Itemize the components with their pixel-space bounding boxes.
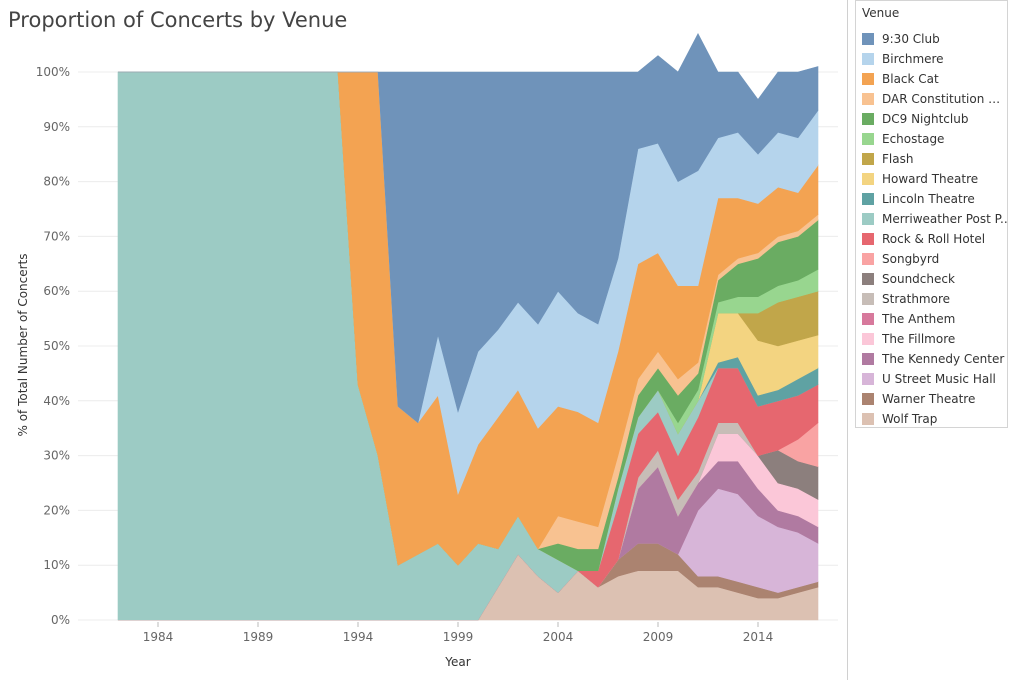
legend-item[interactable]: Wolf Trap <box>856 409 1009 429</box>
legend-label: DC9 Nightclub <box>882 112 969 126</box>
y-tick-label: 60% <box>43 284 70 298</box>
legend-label: Warner Theatre <box>882 392 976 406</box>
y-axis-title: % of Total Number of Concerts <box>16 253 30 436</box>
legend-swatch <box>862 253 874 265</box>
legend-label: Wolf Trap <box>882 412 938 426</box>
legend-item[interactable]: DC9 Nightclub <box>856 109 1009 129</box>
y-tick-label: 0% <box>51 613 70 627</box>
y-tick-label: 40% <box>43 394 70 408</box>
legend-swatch <box>862 333 874 345</box>
legend-item[interactable]: 9:30 Club <box>856 29 1009 49</box>
y-tick-label: 80% <box>43 175 70 189</box>
legend-item[interactable]: Lincoln Theatre <box>856 189 1009 209</box>
legend-label: The Kennedy Center <box>882 352 1005 366</box>
legend-item[interactable]: Strathmore <box>856 289 1009 309</box>
x-tick-label: 2004 <box>543 630 574 644</box>
legend-item[interactable]: Birchmere <box>856 49 1009 69</box>
y-tick-label: 50% <box>43 339 70 353</box>
legend-label: Rock & Roll Hotel <box>882 232 986 246</box>
legend-label: 9:30 Club <box>882 32 940 46</box>
legend-swatch <box>862 133 874 145</box>
stacked-areas[interactable] <box>117 32 819 621</box>
x-axis-title: Year <box>444 655 470 669</box>
legend-swatch <box>862 33 874 45</box>
y-tick-label: 20% <box>43 503 70 517</box>
x-tick-label: 1989 <box>243 630 274 644</box>
legend-item[interactable]: Howard Theatre <box>856 169 1009 189</box>
legend-item[interactable]: The Kennedy Center <box>856 349 1009 369</box>
legend-swatch <box>862 353 874 365</box>
legend-item[interactable]: Songbyrd <box>856 249 1009 269</box>
legend-label: DAR Constitution Hall <box>882 92 1009 106</box>
legend-swatch <box>862 93 874 105</box>
legend: Venue 9:30 Club Birchmere Black Cat DAR Con… <box>855 0 1009 429</box>
y-tick-label: 10% <box>43 558 70 572</box>
y-tick-label: 100% <box>36 65 70 79</box>
legend-item[interactable]: Merriweather Post P.. <box>856 209 1009 229</box>
legend-swatch <box>862 393 874 405</box>
legend-title: Venue <box>862 6 900 20</box>
x-tick-label: 1994 <box>343 630 374 644</box>
x-tick-label: 2014 <box>743 630 774 644</box>
y-tick-label: 30% <box>43 449 70 463</box>
legend-item[interactable]: Soundcheck <box>856 269 1009 289</box>
legend-item[interactable]: Warner Theatre <box>856 389 1009 409</box>
legend-swatch <box>862 293 874 305</box>
legend-label: The Anthem <box>882 312 956 326</box>
x-tick-label: 1984 <box>143 630 174 644</box>
legend-item[interactable]: The Fillmore <box>856 329 1009 349</box>
legend-label: Strathmore <box>882 292 951 306</box>
legend-label: Birchmere <box>882 52 944 66</box>
legend-swatch <box>862 213 874 225</box>
x-tick-label: 1999 <box>443 630 474 644</box>
legend-swatch <box>862 273 874 285</box>
legend-label: Black Cat <box>882 72 939 86</box>
legend-swatch <box>862 173 874 185</box>
legend-label: Echostage <box>882 132 945 146</box>
panel-divider <box>847 0 848 680</box>
legend-item[interactable]: DAR Constitution Hall <box>856 89 1009 109</box>
legend-swatch <box>862 313 874 325</box>
legend-swatch <box>862 153 874 165</box>
area-chart: 0% 10% 20% 30% 40% 50% 60% 70% 80% 90% 100% 1984 198… <box>16 32 838 669</box>
legend-swatch <box>862 53 874 65</box>
legend-swatch <box>862 193 874 205</box>
legend-label: Songbyrd <box>882 252 940 266</box>
legend-item[interactable]: U Street Music Hall <box>856 369 1009 389</box>
legend-swatch <box>862 233 874 245</box>
area-9-30-club[interactable] <box>118 32 819 424</box>
legend-item[interactable]: Black Cat <box>856 69 1009 89</box>
legend-label: U Street Music Hall <box>882 372 996 386</box>
legend-item[interactable]: Rock & Roll Hotel <box>856 229 1009 249</box>
legend-label: Soundcheck <box>882 272 955 286</box>
legend-label: Flash <box>882 152 914 166</box>
legend-label: Howard Theatre <box>882 172 979 186</box>
legend-item[interactable]: The Anthem <box>856 309 1009 329</box>
legend-swatch <box>862 113 874 125</box>
x-tick-label: 2009 <box>643 630 674 644</box>
legend-label: Merriweather Post P.. <box>882 212 1008 226</box>
legend-item[interactable]: Flash <box>856 149 1009 169</box>
legend-item[interactable]: Echostage <box>856 129 1009 149</box>
legend-label: The Fillmore <box>882 332 956 346</box>
y-tick-label: 70% <box>43 229 70 243</box>
axes: 0% 10% 20% 30% 40% 50% 60% 70% 80% 90% 100% 1984 198… <box>36 65 774 644</box>
chart-title: Proportion of Concerts by Venue <box>8 8 348 32</box>
legend-items: 9:30 Club Birchmere Black Cat DAR Constitut… <box>856 29 1009 429</box>
legend-swatch <box>862 73 874 85</box>
legend-swatch <box>862 373 874 385</box>
legend-swatch <box>862 413 874 425</box>
y-tick-label: 90% <box>43 120 70 134</box>
legend-label: Lincoln Theatre <box>882 192 975 206</box>
